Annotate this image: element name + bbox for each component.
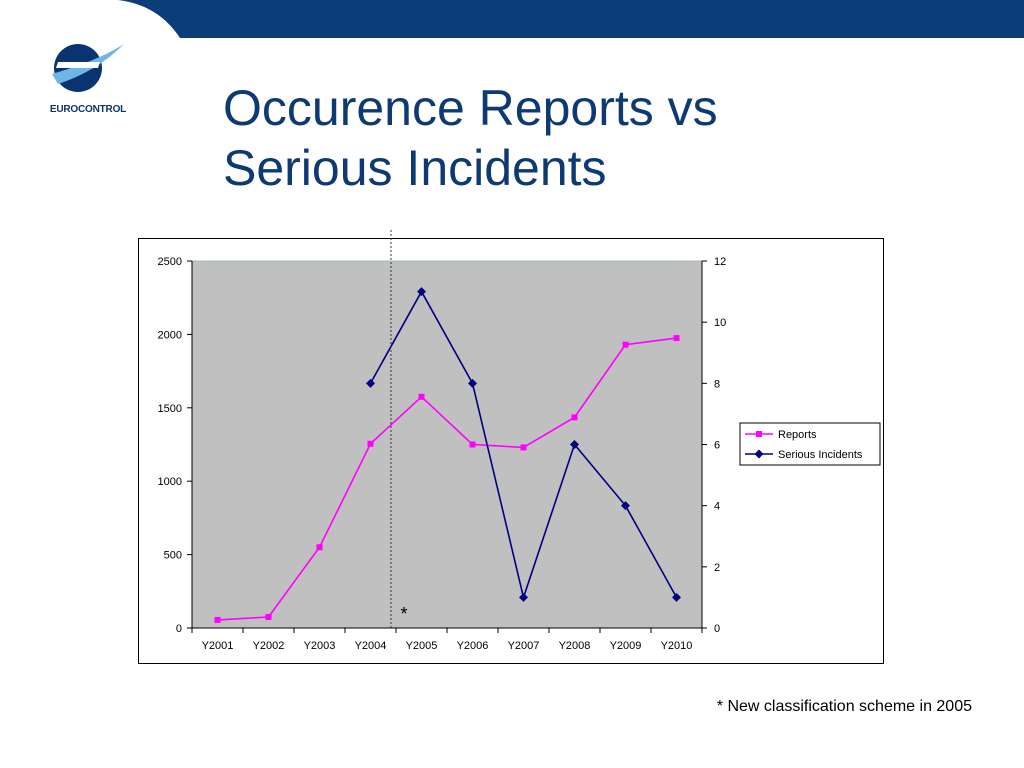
y-left-tick-label: 500 [164, 550, 182, 562]
classification-divider [390, 230, 392, 630]
y-left-tick-label: 0 [176, 623, 182, 635]
legend-box [739, 422, 881, 466]
y-right-tick-label: 10 [714, 317, 726, 329]
legend-label-1: Serious Incidents [778, 449, 863, 461]
x-tick-label: Y2004 [355, 640, 387, 652]
incidents-point [621, 501, 630, 511]
reports-point [265, 613, 272, 620]
y-right-tick-label: 2 [714, 562, 720, 574]
reports-point [571, 414, 578, 421]
x-tick-label: Y2005 [406, 640, 438, 652]
incidents-point [366, 378, 375, 388]
y-right-tick-label: 6 [714, 440, 720, 452]
x-tick-label: Y2008 [559, 640, 591, 652]
y-right-tick-label: 8 [714, 378, 720, 390]
title-line-1: Occurence Reports vs [223, 80, 718, 136]
reports-point [622, 341, 629, 348]
y-right-tick-label: 4 [714, 501, 720, 513]
x-tick-label: Y2009 [610, 640, 642, 652]
x-tick-label: Y2010 [661, 640, 693, 652]
line-chart: 0 500 1000 1500 2000 2500 0 2 4 6 8 10 12 Y2001 Y2002 Y… [158, 256, 881, 652]
logo-text: EUROCONTROL [49, 104, 127, 115]
series-line-0 [217, 337, 677, 621]
reports-point [520, 444, 527, 451]
incidents-point [417, 287, 426, 297]
incidents-point [672, 592, 681, 602]
incidents-point [570, 440, 579, 449]
plot-area [192, 261, 702, 628]
reports-point [316, 544, 323, 551]
slide-title: Occurence Reports vs Serious Incidents [223, 78, 983, 198]
reports-point [214, 616, 221, 623]
legend-marker-reports [756, 431, 762, 437]
y-left-tick-label: 2500 [158, 256, 182, 268]
y-left-tick-label: 2000 [158, 329, 182, 341]
annotation-asterisk: * [400, 604, 407, 624]
x-tick-label: Y2003 [304, 640, 336, 652]
x-tick-label: Y2006 [457, 640, 489, 652]
y-right-tick-label: 12 [714, 256, 726, 268]
reports-point [418, 393, 425, 400]
y-left-tick-label: 1000 [158, 476, 182, 488]
x-tick-label: Y2001 [202, 640, 234, 652]
y-left-tick-label: 1500 [158, 403, 182, 415]
y-right-tick-label: 0 [714, 623, 720, 635]
x-tick-label: Y2002 [253, 640, 285, 652]
legend-label-0: Reports [778, 429, 817, 441]
incidents-point [468, 378, 477, 388]
x-tick-label: Y2007 [508, 640, 540, 652]
eurocontrol-logo-icon [52, 44, 124, 92]
chart-container: 0 500 1000 1500 2000 2500 0 2 4 6 8 10 12 Y2001 Y2002 Y… [138, 238, 884, 664]
incidents-point [519, 592, 528, 602]
footnote: * New classification scheme in 2005 [716, 698, 972, 715]
reports-point [673, 335, 680, 342]
eurocontrol-logo: EUROCONTROL [38, 38, 138, 118]
header-band [0, 0, 1024, 38]
reports-point [367, 440, 374, 447]
legend-marker-incidents [754, 449, 764, 459]
title-line-2: Serious Incidents [223, 140, 607, 196]
reports-point [469, 441, 476, 448]
